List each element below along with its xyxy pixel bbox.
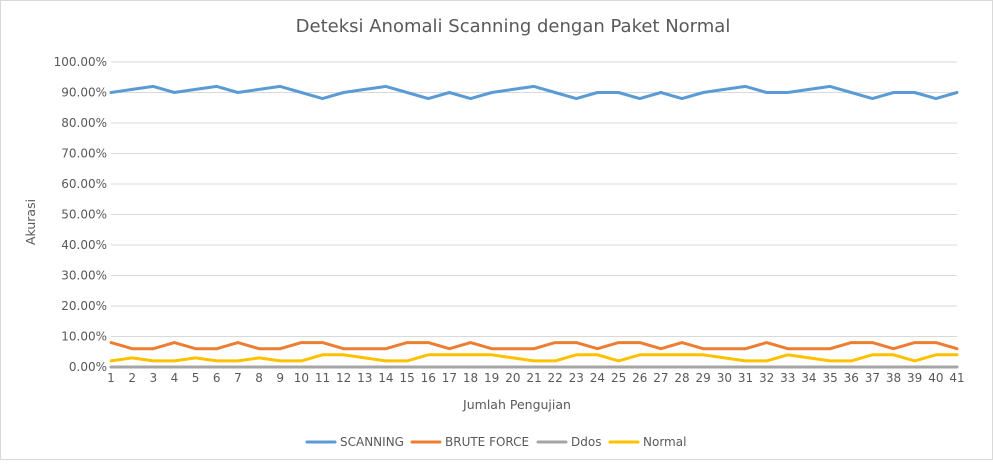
legend-label: SCANNING [340,435,404,449]
x-tick-label: 37 [865,371,880,385]
x-tick-label: 18 [463,371,478,385]
y-tick-label: 10.00% [61,330,107,344]
series-lines [109,84,959,369]
x-tick-label: 6 [213,371,221,385]
x-axis-title: Jumlah Pengujian [462,397,571,412]
series-line-normal [109,353,959,363]
y-tick-label: 80.00% [61,116,107,130]
series-line-scanning [109,84,959,101]
y-tick-label: 30.00% [61,269,107,283]
x-tick-label: 11 [315,371,330,385]
y-tick-label: 100.00% [54,55,107,69]
y-tick-label: 40.00% [61,238,107,252]
x-tick-label: 21 [526,371,541,385]
y-axis-title: Akurasi [23,199,38,245]
x-tick-label: 16 [421,371,436,385]
x-tick-label: 35 [822,371,837,385]
x-tick-label: 24 [590,371,605,385]
x-tick-label: 9 [276,371,284,385]
x-tick-label: 34 [801,371,816,385]
x-tick-label: 10 [294,371,309,385]
y-tick-label: 60.00% [61,177,107,191]
x-tick-label: 19 [484,371,499,385]
x-tick-label: 5 [192,371,200,385]
x-tick-label: 1 [107,371,115,385]
x-tick-label: 2 [128,371,136,385]
x-tick-label: 39 [907,371,922,385]
x-tick-label: 30 [717,371,732,385]
x-tick-label: 32 [759,371,774,385]
series-line-brute-force [109,341,959,351]
x-tick-label: 23 [569,371,584,385]
x-tick-label: 33 [780,371,795,385]
chart-title: Deteksi Anomali Scanning dengan Paket No… [296,16,731,37]
x-tick-label: 8 [255,371,263,385]
x-tick-label: 38 [886,371,901,385]
x-tick-label: 3 [149,371,157,385]
y-tick-label: 70.00% [61,147,107,161]
legend-label: Ddos [571,435,601,449]
x-tick-label: 13 [357,371,372,385]
x-tick-label: 29 [696,371,711,385]
x-tick-label: 14 [378,371,393,385]
legend: SCANNING BRUTE FORCE Ddos Normal [305,435,686,449]
x-tick-label: 27 [653,371,668,385]
y-tick-label: 20.00% [61,299,107,313]
x-tick-label: 41 [949,371,964,385]
x-tick-label: 28 [674,371,689,385]
x-tick-label: 36 [844,371,859,385]
x-tick-label: 40 [928,371,943,385]
x-tick-label: 22 [548,371,563,385]
x-tick-label: 31 [738,371,753,385]
y-tick-label: 0.00% [69,360,107,374]
x-tick-label: 25 [611,371,626,385]
x-tick-label: 15 [399,371,414,385]
y-axis-ticks: 0.00% 10.00% 20.00% 30.00% 40.00% 50.00% 60.00… [54,55,107,374]
legend-label: Normal [643,435,686,449]
legend-label: BRUTE FORCE [445,435,529,449]
x-tick-label: 17 [442,371,457,385]
x-axis-ticks: 1 2 3 4 5 6 7 8 9 10 11 12 13 14 15 16 17 18 19 20 21 22 23 24 2… [107,371,964,385]
y-tick-label: 90.00% [61,86,107,100]
x-tick-label: 26 [632,371,647,385]
x-tick-label: 20 [505,371,520,385]
x-tick-label: 12 [336,371,351,385]
x-tick-label: 4 [171,371,179,385]
x-tick-label: 7 [234,371,242,385]
y-tick-label: 50.00% [61,208,107,222]
grid-lines [111,61,957,368]
